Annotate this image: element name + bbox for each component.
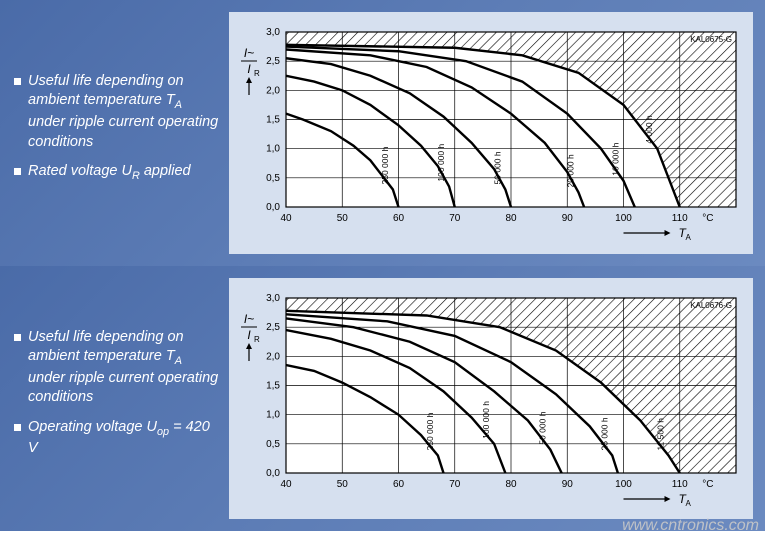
svg-text:KAL0676-G: KAL0676-G <box>690 301 732 310</box>
svg-text:°C: °C <box>702 213 713 224</box>
svg-text:A: A <box>686 233 692 242</box>
svg-text:50: 50 <box>337 479 349 490</box>
top-chart: 40 50 60 70 80 90 100 110 °C 0,0 0,5 1,0 1,5 2,0 2,5 3,… <box>231 20 751 245</box>
bullet: Useful life depending on ambient tempera… <box>14 328 219 408</box>
svg-text:11 500 h: 11 500 h <box>656 418 666 451</box>
page: Useful life depending on ambient tempera… <box>0 0 765 531</box>
svg-text:2,5: 2,5 <box>266 56 280 67</box>
bottom-sidebar: Useful life depending on ambient tempera… <box>0 266 229 532</box>
svg-text:110: 110 <box>672 213 688 224</box>
bottom-chart: 40 50 60 70 80 90 100 110 °C 0,0 0,5 1,0 1,5 2,0 2,5 3,… <box>231 286 751 511</box>
bottom-chart-wrap: 40 50 60 70 80 90 100 110 °C 0,0 0,5 1,0 1,5 2,0 2,5 3,… <box>229 278 753 520</box>
svg-text:1,5: 1,5 <box>266 380 280 391</box>
svg-text:1,5: 1,5 <box>266 115 280 126</box>
svg-text:100 000 h: 100 000 h <box>481 400 491 438</box>
bottom-panel: Useful life depending on ambient tempera… <box>0 266 765 532</box>
svg-text:3,0: 3,0 <box>266 293 280 304</box>
svg-text:25 000 h: 25 000 h <box>599 417 609 450</box>
watermark: www.cntronics.com <box>622 517 759 535</box>
svg-text:KAL0675-G: KAL0675-G <box>690 35 732 44</box>
bullet: Operating voltage Uop = 420 V <box>14 418 219 459</box>
svg-text:80: 80 <box>505 479 517 490</box>
svg-text:2,0: 2,0 <box>266 351 280 362</box>
svg-text:40: 40 <box>280 479 292 490</box>
top-panel: Useful life depending on ambient tempera… <box>0 0 765 266</box>
svg-text:70: 70 <box>449 213 461 224</box>
svg-text:110: 110 <box>672 479 688 490</box>
svg-text:0,5: 0,5 <box>266 439 280 450</box>
svg-text:100: 100 <box>615 479 632 490</box>
svg-text:80: 80 <box>505 213 517 224</box>
svg-text:2,0: 2,0 <box>266 86 280 97</box>
svg-text:1,0: 1,0 <box>266 144 280 155</box>
bullet-text: Rated voltage UR applied <box>28 163 191 179</box>
svg-text:60: 60 <box>393 213 405 224</box>
svg-text:1,0: 1,0 <box>266 409 280 420</box>
svg-text:90: 90 <box>562 213 574 224</box>
svg-text:A: A <box>686 499 692 508</box>
svg-text:0,0: 0,0 <box>266 468 280 479</box>
svg-text:4 000 h: 4 000 h <box>644 115 654 144</box>
bullet: Rated voltage UR applied <box>14 162 219 184</box>
top-bullets: Useful life depending on ambient tempera… <box>14 72 219 194</box>
svg-text:250 000 h: 250 000 h <box>380 147 390 185</box>
svg-text:90: 90 <box>562 479 574 490</box>
top-sidebar: Useful life depending on ambient tempera… <box>0 0 229 266</box>
svg-text:250 000 h: 250 000 h <box>425 412 435 450</box>
svg-text:R: R <box>254 69 260 78</box>
svg-text:I: I <box>247 62 251 76</box>
svg-text:10 000 h: 10 000 h <box>611 143 621 176</box>
svg-text:60: 60 <box>393 479 405 490</box>
svg-text:100: 100 <box>615 213 632 224</box>
bottom-bullets: Useful life depending on ambient tempera… <box>14 328 219 469</box>
svg-text:0,5: 0,5 <box>266 173 280 184</box>
svg-text:100 000 h: 100 000 h <box>436 144 446 182</box>
bullet: Useful life depending on ambient tempera… <box>14 72 219 152</box>
svg-text:50 000 h: 50 000 h <box>537 411 547 444</box>
svg-text:40: 40 <box>280 213 292 224</box>
svg-text:20 000 h: 20 000 h <box>566 154 576 187</box>
top-chart-wrap: 40 50 60 70 80 90 100 110 °C 0,0 0,5 1,0 1,5 2,0 2,5 3,… <box>229 12 753 254</box>
svg-text:2,5: 2,5 <box>266 322 280 333</box>
svg-text:I: I <box>247 328 251 342</box>
svg-text:I~: I~ <box>244 312 254 326</box>
svg-text:R: R <box>254 335 260 344</box>
svg-text:I~: I~ <box>244 46 254 60</box>
bullet-text: Useful life depending on ambient tempera… <box>28 73 218 150</box>
svg-text:0,0: 0,0 <box>266 202 280 213</box>
svg-text:50 000 h: 50 000 h <box>492 151 502 184</box>
svg-text:°C: °C <box>702 479 713 490</box>
svg-text:70: 70 <box>449 479 461 490</box>
bullet-text: Operating voltage Uop = 420 V <box>28 419 210 457</box>
svg-text:50: 50 <box>337 213 349 224</box>
bullet-text: Useful life depending on ambient tempera… <box>28 329 218 406</box>
svg-text:3,0: 3,0 <box>266 27 280 38</box>
